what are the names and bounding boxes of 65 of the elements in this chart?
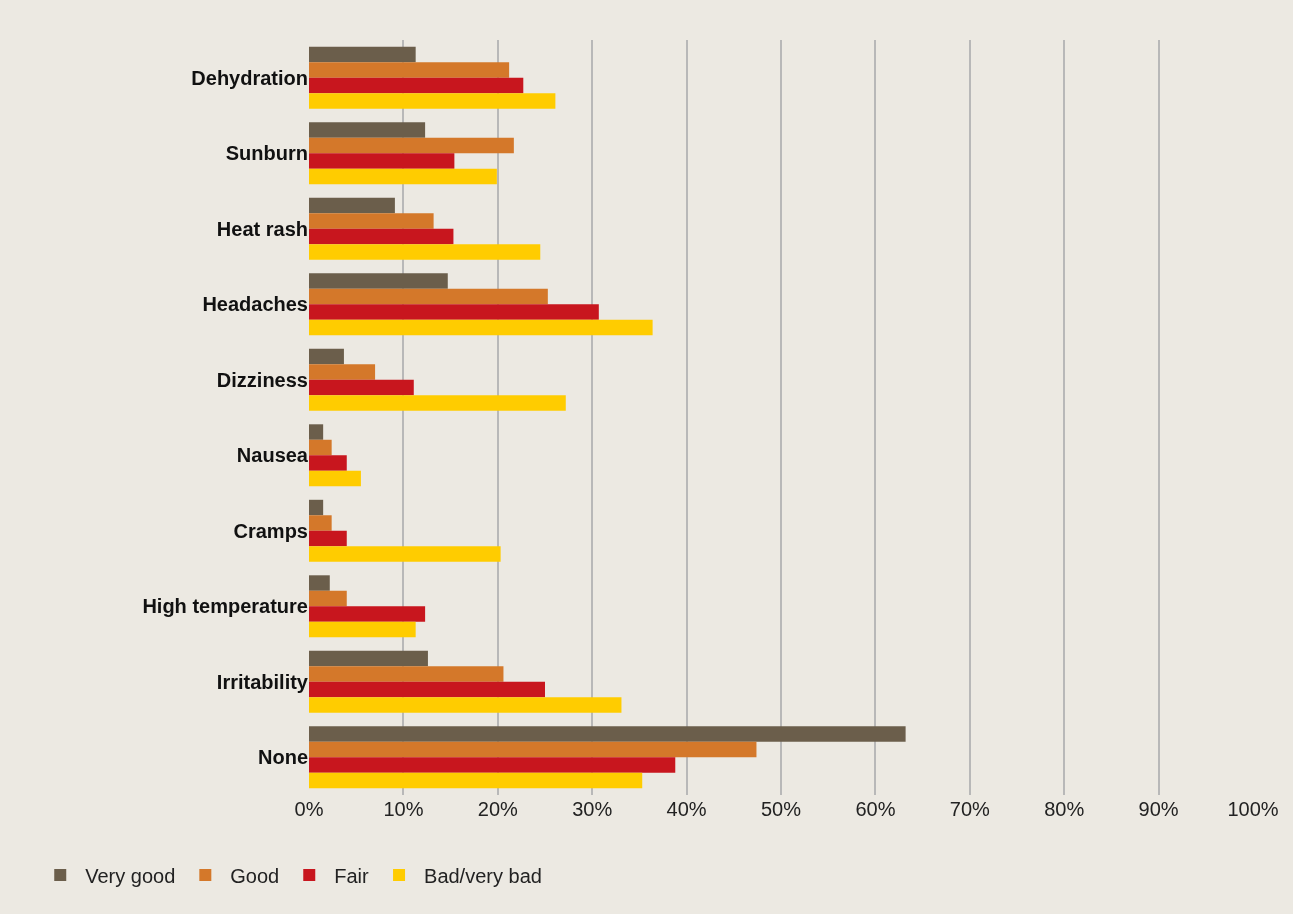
y-tick-label: Dehydration: [191, 66, 308, 89]
bar: [309, 244, 541, 260]
x-tick-label: 40%: [666, 798, 707, 820]
legend-label: Very good: [85, 864, 176, 887]
bar: [309, 46, 416, 63]
bar: [309, 621, 416, 638]
bar: [309, 575, 330, 591]
bar: [309, 666, 504, 682]
bar: [309, 77, 524, 94]
bar: [309, 650, 428, 667]
bar: [309, 137, 514, 154]
x-tick-label: 100%: [1227, 798, 1279, 820]
bar: [309, 304, 599, 320]
y-tick-label: Headaches: [202, 293, 308, 316]
bar: [309, 772, 643, 789]
x-tick-label: 50%: [760, 798, 802, 820]
bar: [309, 681, 545, 698]
bar: [309, 379, 414, 396]
y-tick-label: Sunburn: [225, 142, 308, 165]
bar: [309, 93, 556, 109]
x-tick-label: 20%: [477, 798, 519, 820]
legend-label: Bad/very bad: [424, 864, 542, 887]
legend-label: Good: [230, 864, 280, 887]
bar: [309, 741, 757, 758]
bar: [309, 590, 347, 607]
bar: [309, 197, 395, 214]
bar: [309, 364, 376, 380]
x-tick-label: 70%: [949, 798, 991, 820]
bar: [309, 697, 622, 713]
y-tick-label: Cramps: [233, 519, 308, 542]
x-tick-label: 90%: [1138, 798, 1179, 820]
bar: [309, 153, 455, 169]
bar: [309, 546, 501, 562]
x-tick-label: 10%: [383, 798, 424, 820]
bar: [309, 395, 566, 411]
y-tick-label: None: [258, 746, 308, 769]
bar: [309, 168, 497, 185]
y-tick-label: Dizziness: [216, 368, 308, 391]
bar: [309, 122, 426, 138]
x-tick-label: 60%: [855, 798, 896, 820]
bar: [309, 439, 332, 456]
legend-label: Fair: [334, 864, 370, 887]
x-tick-label: 30%: [572, 798, 613, 820]
y-tick-label: Heat rash: [216, 217, 308, 240]
bar: [309, 228, 454, 245]
x-tick-label: 0%: [294, 798, 324, 820]
bar: [309, 424, 324, 440]
bar: [309, 319, 653, 336]
bar: [309, 606, 426, 622]
bar: [309, 530, 347, 547]
bar: [309, 455, 347, 471]
y-tick-label: Nausea: [236, 444, 309, 467]
y-tick-label: High temperature: [142, 595, 308, 618]
bar: [309, 470, 361, 487]
y-tick-label: Irritability: [216, 670, 309, 693]
bar: [309, 757, 676, 773]
x-tick-label: 80%: [1044, 798, 1085, 820]
bar: [309, 726, 906, 742]
bar: [309, 515, 332, 531]
bar: [309, 213, 434, 229]
bar: [309, 273, 448, 289]
bar: [309, 348, 344, 365]
bar: [309, 288, 548, 305]
bar: [309, 499, 324, 516]
bar: [309, 62, 510, 78]
